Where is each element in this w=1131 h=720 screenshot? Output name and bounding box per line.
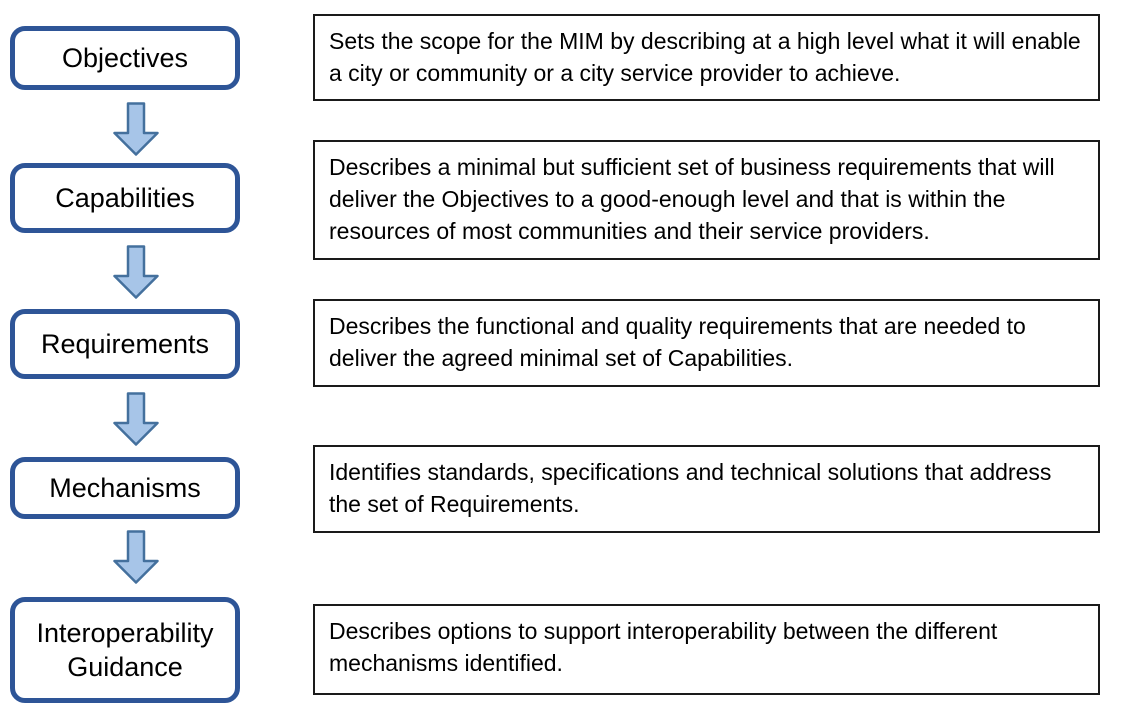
description-text: Describes a minimal but sufficient set o… (329, 154, 1055, 244)
flow-node-interoperability-guidance: Interoperability Guidance (10, 597, 240, 703)
flow-node-capabilities: Capabilities (10, 163, 240, 233)
down-arrow-icon (113, 530, 159, 584)
description-text: Describes options to support interoperab… (329, 618, 998, 676)
description-box-interoperability-guidance: Describes options to support interoperab… (313, 604, 1100, 695)
flow-node-label: Mechanisms (49, 472, 201, 503)
description-box-mechanisms: Identifies standards, specifications and… (313, 445, 1100, 533)
description-box-capabilities: Describes a minimal but sufficient set o… (313, 140, 1100, 260)
description-text: Describes the functional and quality req… (329, 313, 1026, 371)
description-text: Identifies standards, specifications and… (329, 459, 1052, 517)
description-text: Sets the scope for the MIM by describing… (329, 28, 1081, 86)
down-arrow-icon (113, 102, 159, 156)
description-box-objectives: Sets the scope for the MIM by describing… (313, 14, 1100, 101)
flow-node-label: Requirements (40, 328, 210, 359)
flow-node-label: Capabilities (55, 182, 195, 213)
flow-node-requirements: Requirements (10, 309, 240, 379)
flow-node-mechanisms: Mechanisms (10, 457, 240, 519)
flow-node-label: Interoperability Guidance (36, 617, 214, 682)
flow-node-label: Objectives (61, 42, 189, 73)
flow-node-objectives: Objectives (10, 26, 240, 90)
down-arrow-icon (113, 245, 159, 299)
description-box-requirements: Describes the functional and quality req… (313, 299, 1100, 387)
down-arrow-icon (113, 392, 159, 446)
